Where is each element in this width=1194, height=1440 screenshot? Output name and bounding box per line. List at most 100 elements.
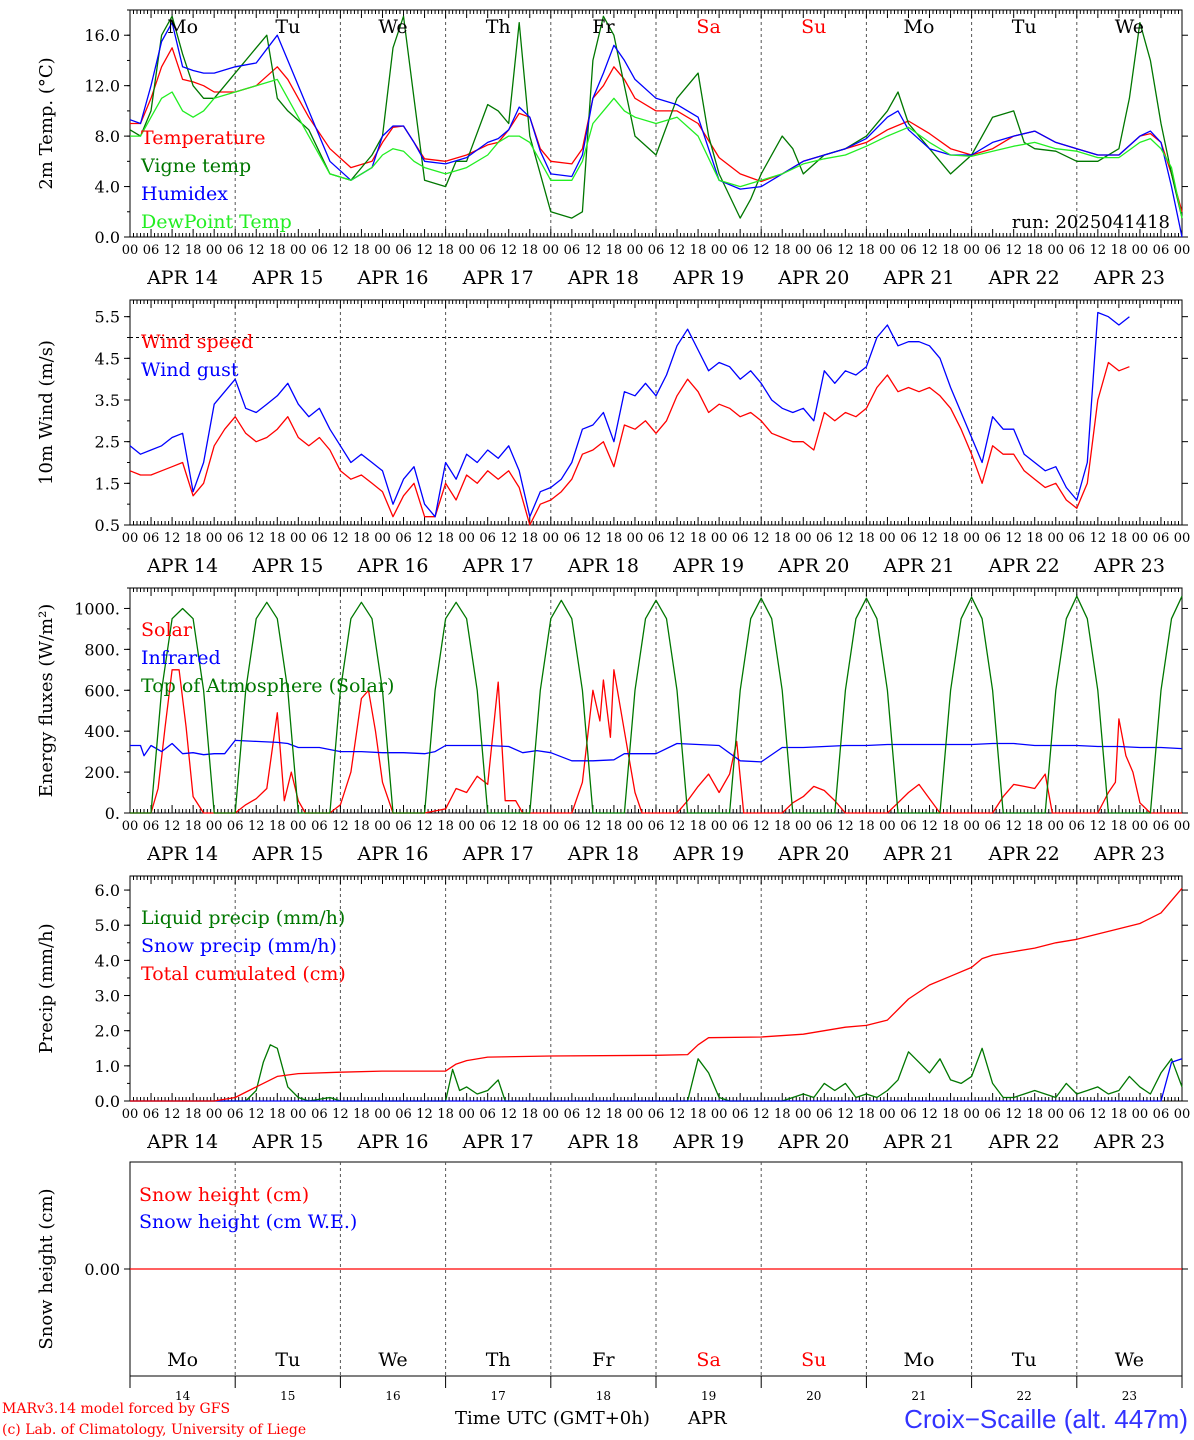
hour-label: 00 <box>458 531 475 546</box>
hour-label: 06 <box>732 819 749 834</box>
hour-label: 12 <box>164 819 181 834</box>
hour-label: 00 <box>795 1107 812 1122</box>
hour-label: 18 <box>606 1107 623 1122</box>
time-axis-title: Time UTC (GMT+0h) <box>455 1408 650 1429</box>
y-axis-title: 2m Temp. (°C) <box>36 57 57 189</box>
hour-label: 12 <box>1090 243 1107 258</box>
hour-label: 18 <box>858 243 875 258</box>
date-label: APR 18 <box>567 1131 639 1153</box>
y-tick-label: 1.5 <box>95 474 120 493</box>
hour-label: 00 <box>1047 1107 1064 1122</box>
hour-label: 18 <box>606 243 623 258</box>
hour-label: 06 <box>479 531 496 546</box>
hour-label: 18 <box>690 531 707 546</box>
hour-label: 12 <box>332 531 349 546</box>
day-name: Fr <box>592 1349 615 1371</box>
hour-label: 00 <box>543 243 560 258</box>
hour-label: 06 <box>1153 1107 1170 1122</box>
day-name: Tu <box>1012 16 1037 38</box>
legend-entry: Liquid precip (mm/h) <box>141 907 345 929</box>
hour-label: 00 <box>122 1107 139 1122</box>
hour-label: 12 <box>585 243 602 258</box>
hour-label: 00 <box>206 243 223 258</box>
y-tick-label: 3.5 <box>95 391 120 410</box>
credit-line-2: (c) Lab. of Climatology, University of L… <box>2 1422 306 1438</box>
hour-label: 12 <box>753 819 770 834</box>
date-label: APR 14 <box>146 267 218 289</box>
legend-entry: Infrared <box>141 647 221 669</box>
hour-label: 12 <box>585 819 602 834</box>
hour-label: 06 <box>564 531 581 546</box>
date-label: APR 15 <box>251 555 323 577</box>
date-label: APR 16 <box>356 267 428 289</box>
hour-label: 18 <box>1111 819 1128 834</box>
hour-label: 18 <box>185 1107 202 1122</box>
y-tick-label: 0.00 <box>84 1260 120 1279</box>
date-label: APR 17 <box>462 555 534 577</box>
hour-label: 18 <box>942 243 959 258</box>
hour-label: 18 <box>269 819 286 834</box>
hour-label: 12 <box>500 819 517 834</box>
day-name: Mo <box>904 16 935 38</box>
legend-entry: Wind speed <box>141 331 253 353</box>
legend-entry: Humidex <box>141 183 228 205</box>
date-label: APR 22 <box>988 555 1060 577</box>
y-tick-label: 600. <box>84 681 120 700</box>
hour-label: 00 <box>879 1107 896 1122</box>
date-label: APR 19 <box>672 267 744 289</box>
panel-frame <box>129 587 1183 814</box>
hour-label: 06 <box>227 243 244 258</box>
hour-label: 00 <box>1047 819 1064 834</box>
hour-label: 18 <box>521 1107 538 1122</box>
hour-label: 00 <box>290 531 307 546</box>
day-name: Su <box>801 1349 826 1371</box>
hour-label: 12 <box>1005 531 1022 546</box>
y-tick-label: 16.0 <box>84 26 120 45</box>
hour-label: 18 <box>942 1107 959 1122</box>
series-line <box>130 78 1183 219</box>
day-number: 16 <box>385 1389 400 1403</box>
hour-label: 18 <box>858 531 875 546</box>
hour-label: 12 <box>1005 1107 1022 1122</box>
hour-label: 00 <box>1174 1107 1191 1122</box>
hour-label: 18 <box>774 819 791 834</box>
hour-label: 12 <box>1005 819 1022 834</box>
y-tick-label: 200. <box>84 763 120 782</box>
hour-label: 12 <box>164 243 181 258</box>
hour-label: 00 <box>374 531 391 546</box>
legend-entry: Total cumulated (cm) <box>141 963 346 985</box>
date-label: APR 23 <box>1093 267 1165 289</box>
hour-label: 06 <box>732 243 749 258</box>
hour-label: 12 <box>753 531 770 546</box>
y-tick-label: 0.5 <box>95 516 120 535</box>
series-line <box>130 739 1183 763</box>
hour-label: 18 <box>269 531 286 546</box>
hour-label: 00 <box>879 531 896 546</box>
hour-label: 18 <box>269 1107 286 1122</box>
panel-5: 0.00 Snow height (cm) Snow height (cm) Snow… <box>36 1161 1188 1403</box>
date-label: APR 16 <box>356 555 428 577</box>
hour-label: 18 <box>942 819 959 834</box>
series-line <box>129 361 1130 526</box>
hour-label: 00 <box>543 819 560 834</box>
hour-label: 12 <box>921 1107 938 1122</box>
hour-label: 18 <box>606 531 623 546</box>
hour-label: 12 <box>1005 243 1022 258</box>
day-name: Th <box>486 16 511 38</box>
date-label: APR 16 <box>356 1131 428 1153</box>
date-label: APR 21 <box>882 267 954 289</box>
hour-label: 12 <box>585 1107 602 1122</box>
hour-label: 12 <box>416 819 433 834</box>
series-line <box>130 669 1182 814</box>
date-label: APR 15 <box>251 843 323 865</box>
hour-label: 12 <box>669 531 686 546</box>
hour-label: 06 <box>311 531 328 546</box>
day-number: 14 <box>175 1389 191 1403</box>
hour-label: 00 <box>206 531 223 546</box>
y-tick-label: 4.5 <box>95 349 120 368</box>
hour-label: 06 <box>984 819 1001 834</box>
hour-label: 00 <box>963 819 980 834</box>
day-name: Mo <box>167 16 198 38</box>
date-label: APR 16 <box>356 843 428 865</box>
hour-label: 18 <box>521 819 538 834</box>
